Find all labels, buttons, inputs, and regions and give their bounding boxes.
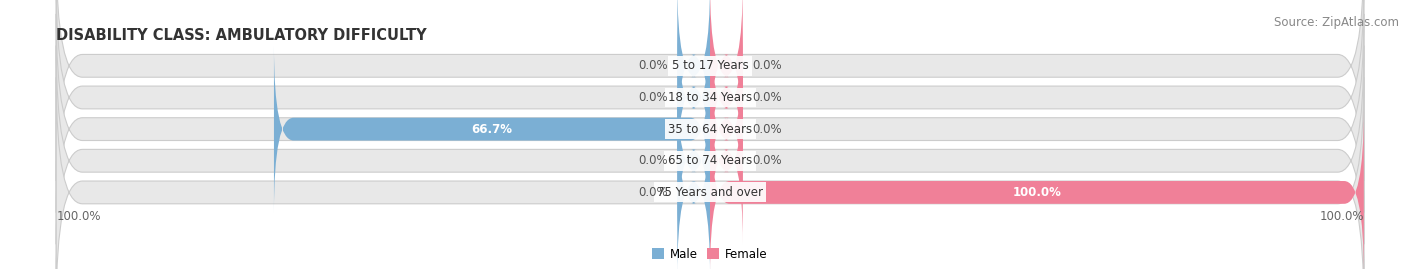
Text: 0.0%: 0.0% bbox=[638, 154, 668, 167]
Text: 5 to 17 Years: 5 to 17 Years bbox=[672, 59, 748, 72]
Text: 65 to 74 Years: 65 to 74 Years bbox=[668, 154, 752, 167]
FancyBboxPatch shape bbox=[56, 14, 1364, 244]
Text: 66.7%: 66.7% bbox=[471, 123, 513, 136]
Text: 0.0%: 0.0% bbox=[638, 91, 668, 104]
Legend: Male, Female: Male, Female bbox=[648, 243, 772, 265]
FancyBboxPatch shape bbox=[710, 109, 1364, 269]
FancyBboxPatch shape bbox=[710, 14, 742, 181]
Text: 35 to 64 Years: 35 to 64 Years bbox=[668, 123, 752, 136]
Text: 100.0%: 100.0% bbox=[1319, 210, 1364, 223]
FancyBboxPatch shape bbox=[710, 0, 742, 149]
FancyBboxPatch shape bbox=[678, 14, 710, 181]
Text: 0.0%: 0.0% bbox=[638, 59, 668, 72]
Text: DISABILITY CLASS: AMBULATORY DIFFICULTY: DISABILITY CLASS: AMBULATORY DIFFICULTY bbox=[56, 28, 427, 43]
Text: 75 Years and over: 75 Years and over bbox=[657, 186, 763, 199]
FancyBboxPatch shape bbox=[678, 109, 710, 269]
Text: 0.0%: 0.0% bbox=[752, 59, 782, 72]
FancyBboxPatch shape bbox=[710, 77, 742, 244]
Text: 100.0%: 100.0% bbox=[56, 210, 101, 223]
Text: 0.0%: 0.0% bbox=[752, 154, 782, 167]
FancyBboxPatch shape bbox=[710, 45, 742, 213]
FancyBboxPatch shape bbox=[56, 45, 1364, 269]
Text: 0.0%: 0.0% bbox=[752, 123, 782, 136]
FancyBboxPatch shape bbox=[274, 45, 710, 213]
FancyBboxPatch shape bbox=[56, 0, 1364, 213]
FancyBboxPatch shape bbox=[678, 0, 710, 149]
FancyBboxPatch shape bbox=[678, 77, 710, 244]
FancyBboxPatch shape bbox=[56, 0, 1364, 181]
Text: 100.0%: 100.0% bbox=[1012, 186, 1062, 199]
Text: 18 to 34 Years: 18 to 34 Years bbox=[668, 91, 752, 104]
Text: Source: ZipAtlas.com: Source: ZipAtlas.com bbox=[1274, 16, 1399, 29]
Text: 0.0%: 0.0% bbox=[752, 91, 782, 104]
Text: 0.0%: 0.0% bbox=[638, 186, 668, 199]
FancyBboxPatch shape bbox=[56, 77, 1364, 269]
